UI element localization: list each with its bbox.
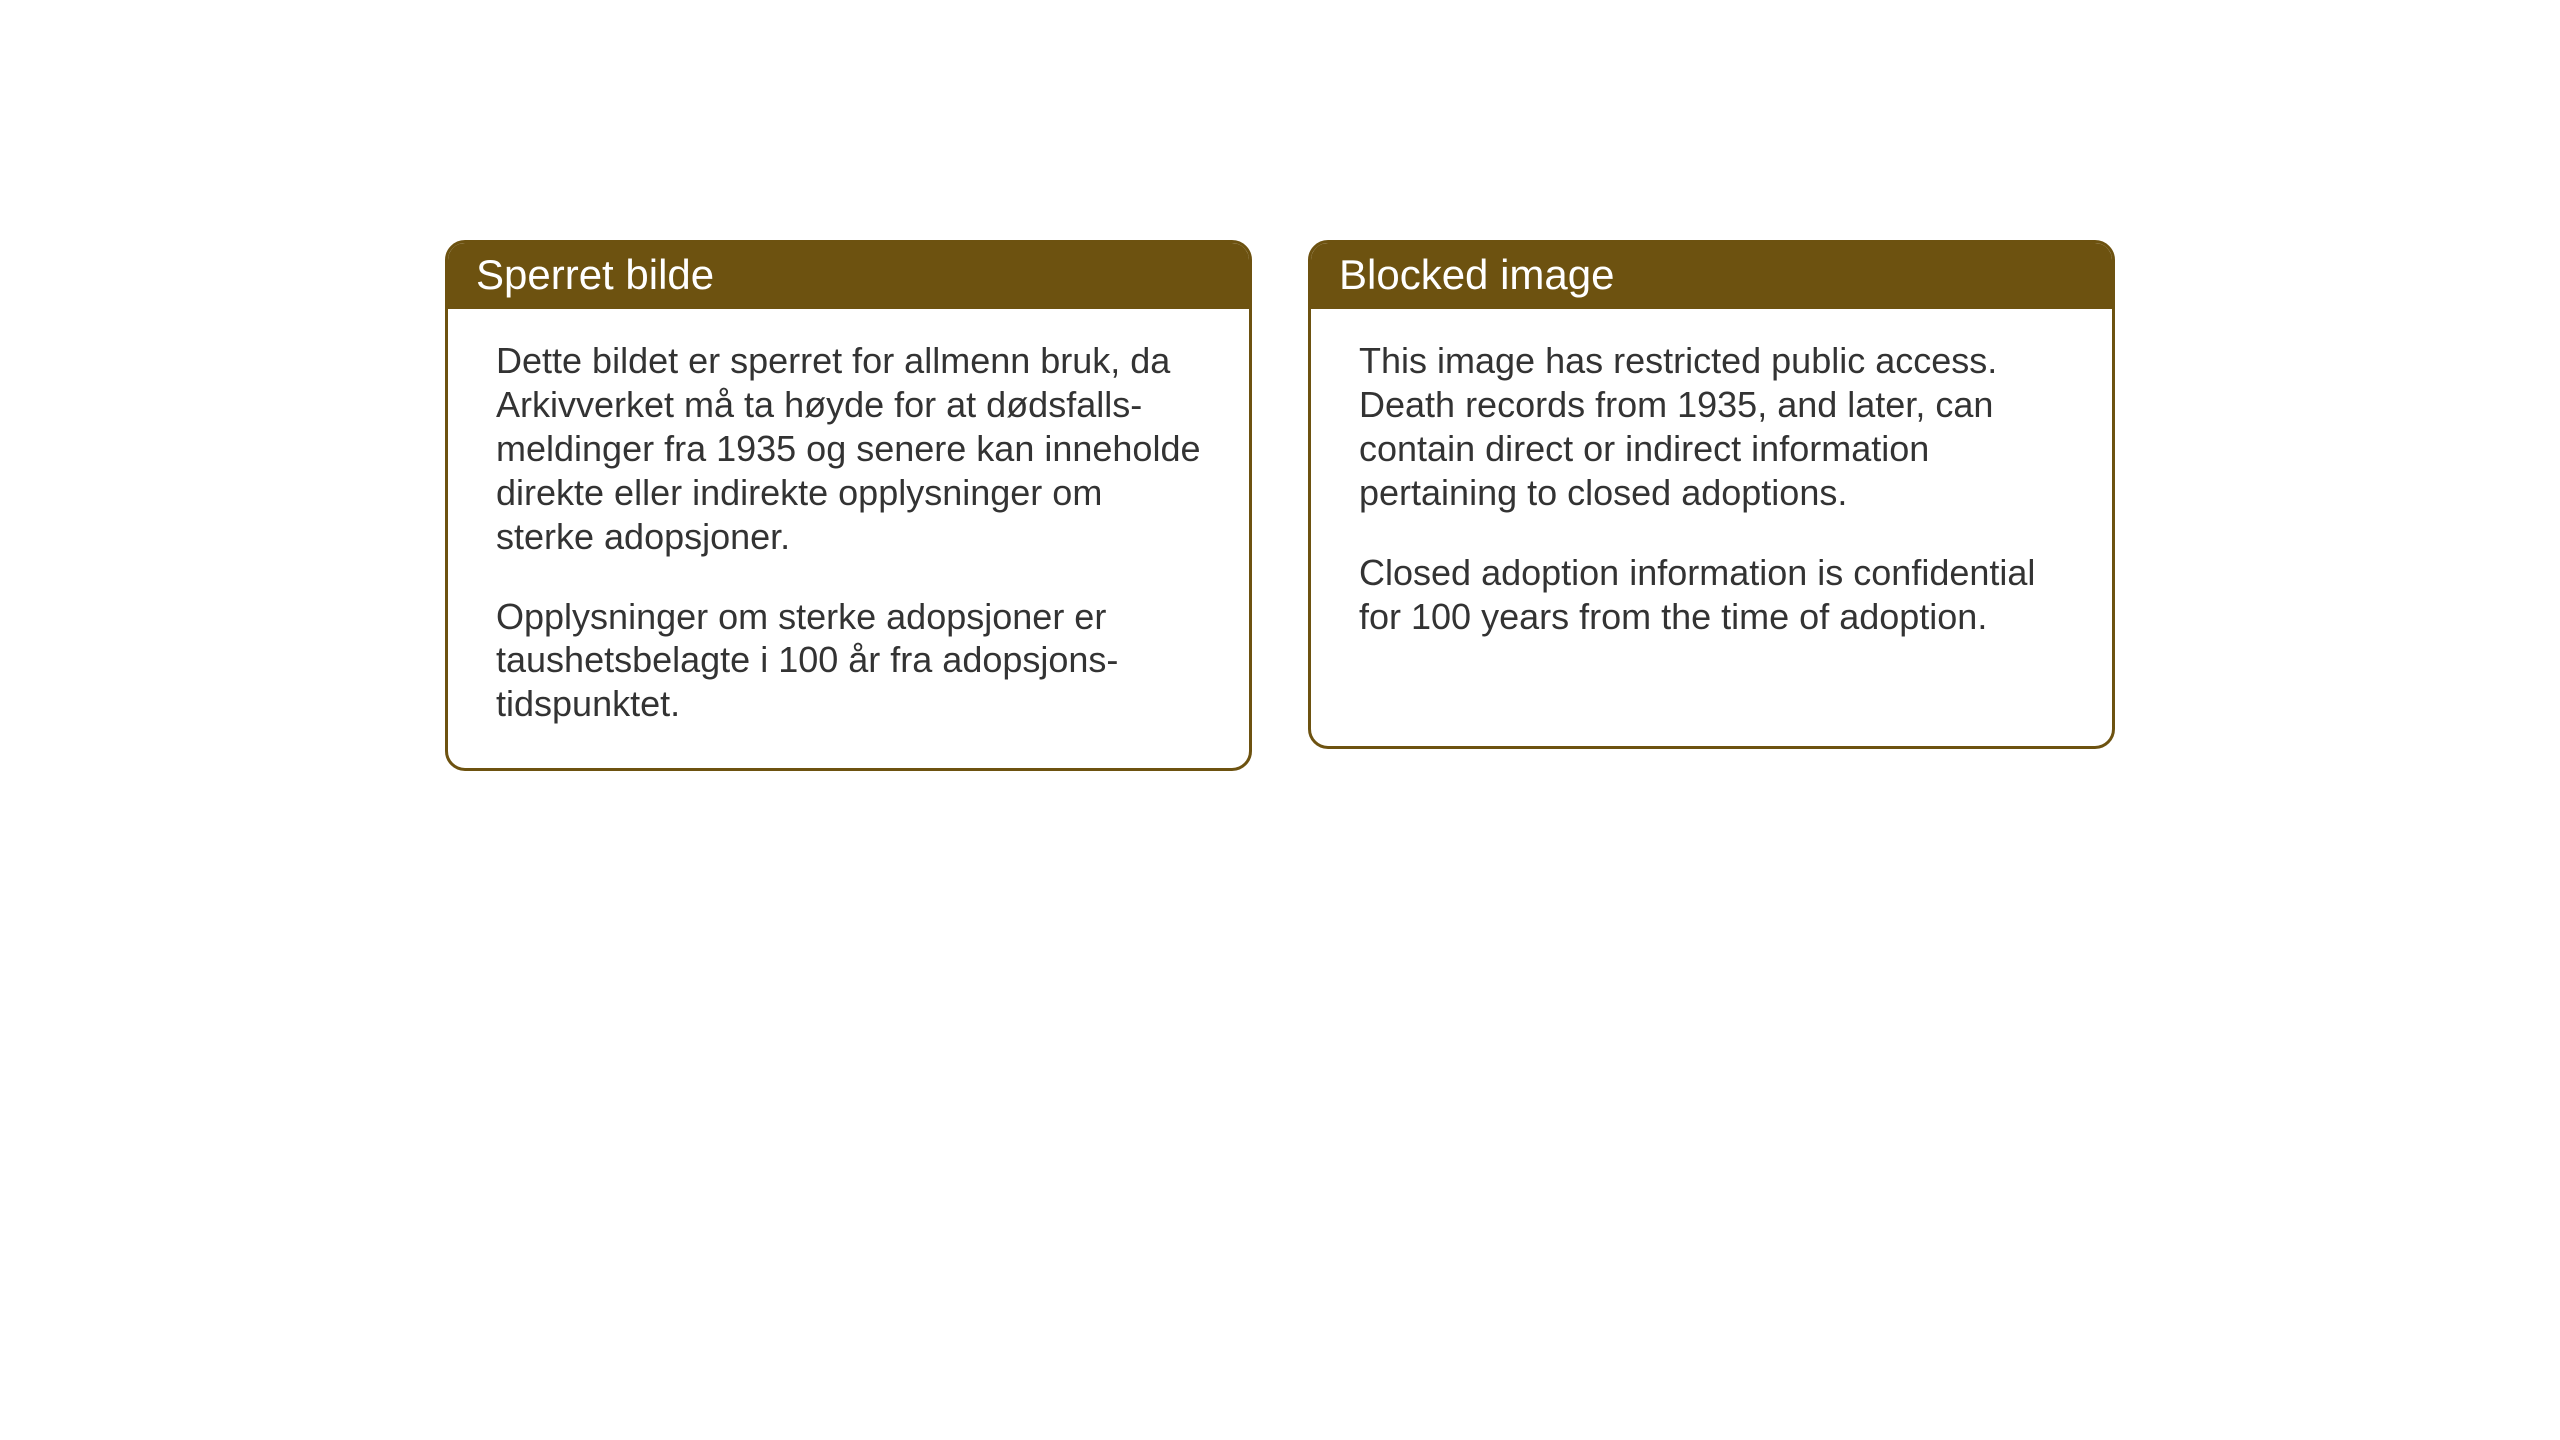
card-title: Blocked image [1339,251,1614,298]
card-paragraph: Opplysninger om sterke adopsjoner er tau… [496,595,1201,727]
notice-card-english: Blocked image This image has restricted … [1308,240,2115,749]
card-header-english: Blocked image [1311,243,2112,309]
card-paragraph: Dette bildet er sperret for allmenn bruk… [496,339,1201,559]
card-paragraph: Closed adoption information is confident… [1359,551,2064,639]
notice-container: Sperret bilde Dette bildet er sperret fo… [445,240,2115,771]
card-title: Sperret bilde [476,251,714,298]
card-body-english: This image has restricted public access.… [1311,309,2112,680]
card-header-norwegian: Sperret bilde [448,243,1249,309]
notice-card-norwegian: Sperret bilde Dette bildet er sperret fo… [445,240,1252,771]
card-paragraph: This image has restricted public access.… [1359,339,2064,515]
card-body-norwegian: Dette bildet er sperret for allmenn bruk… [448,309,1249,768]
